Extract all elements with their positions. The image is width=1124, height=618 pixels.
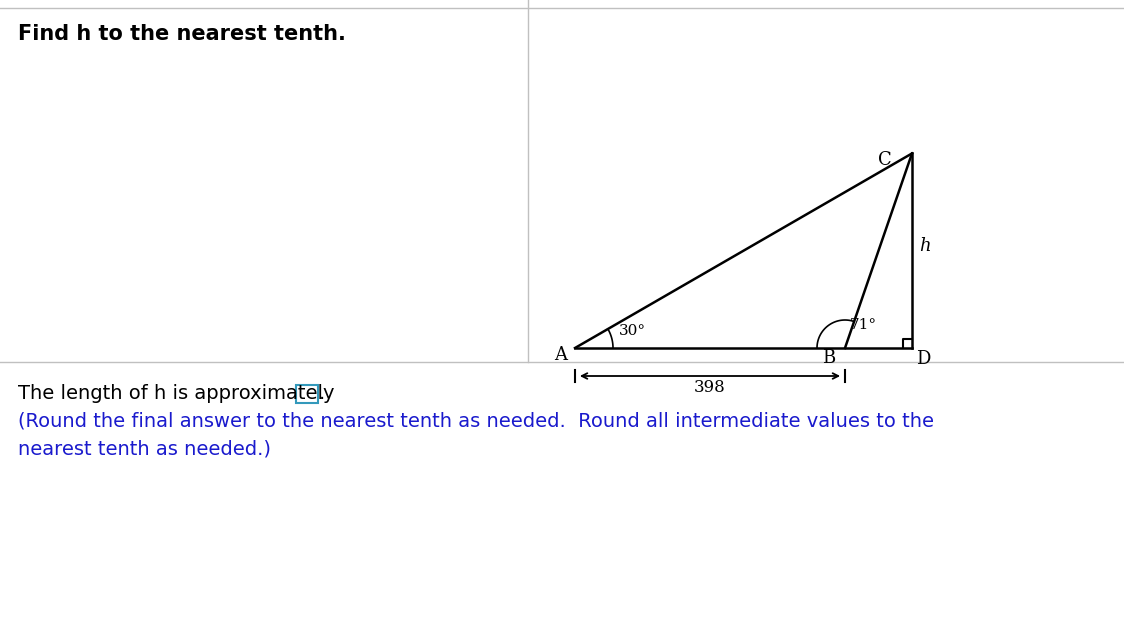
Text: The length of h is approximately: The length of h is approximately [18,384,335,402]
Text: D: D [916,350,931,368]
Text: 30°: 30° [619,324,646,338]
Text: h: h [919,237,931,255]
Text: (Round the final answer to the nearest tenth as needed.  Round all intermediate : (Round the final answer to the nearest t… [18,412,934,431]
FancyBboxPatch shape [296,384,318,402]
Text: Find h to the nearest tenth.: Find h to the nearest tenth. [18,24,346,44]
Text: 71°: 71° [850,318,877,332]
Text: nearest tenth as needed.): nearest tenth as needed.) [18,439,271,459]
Text: B: B [822,349,835,367]
Text: A: A [554,346,566,364]
Text: .: . [319,384,325,402]
Text: 398: 398 [695,379,726,396]
Text: C: C [878,151,892,169]
